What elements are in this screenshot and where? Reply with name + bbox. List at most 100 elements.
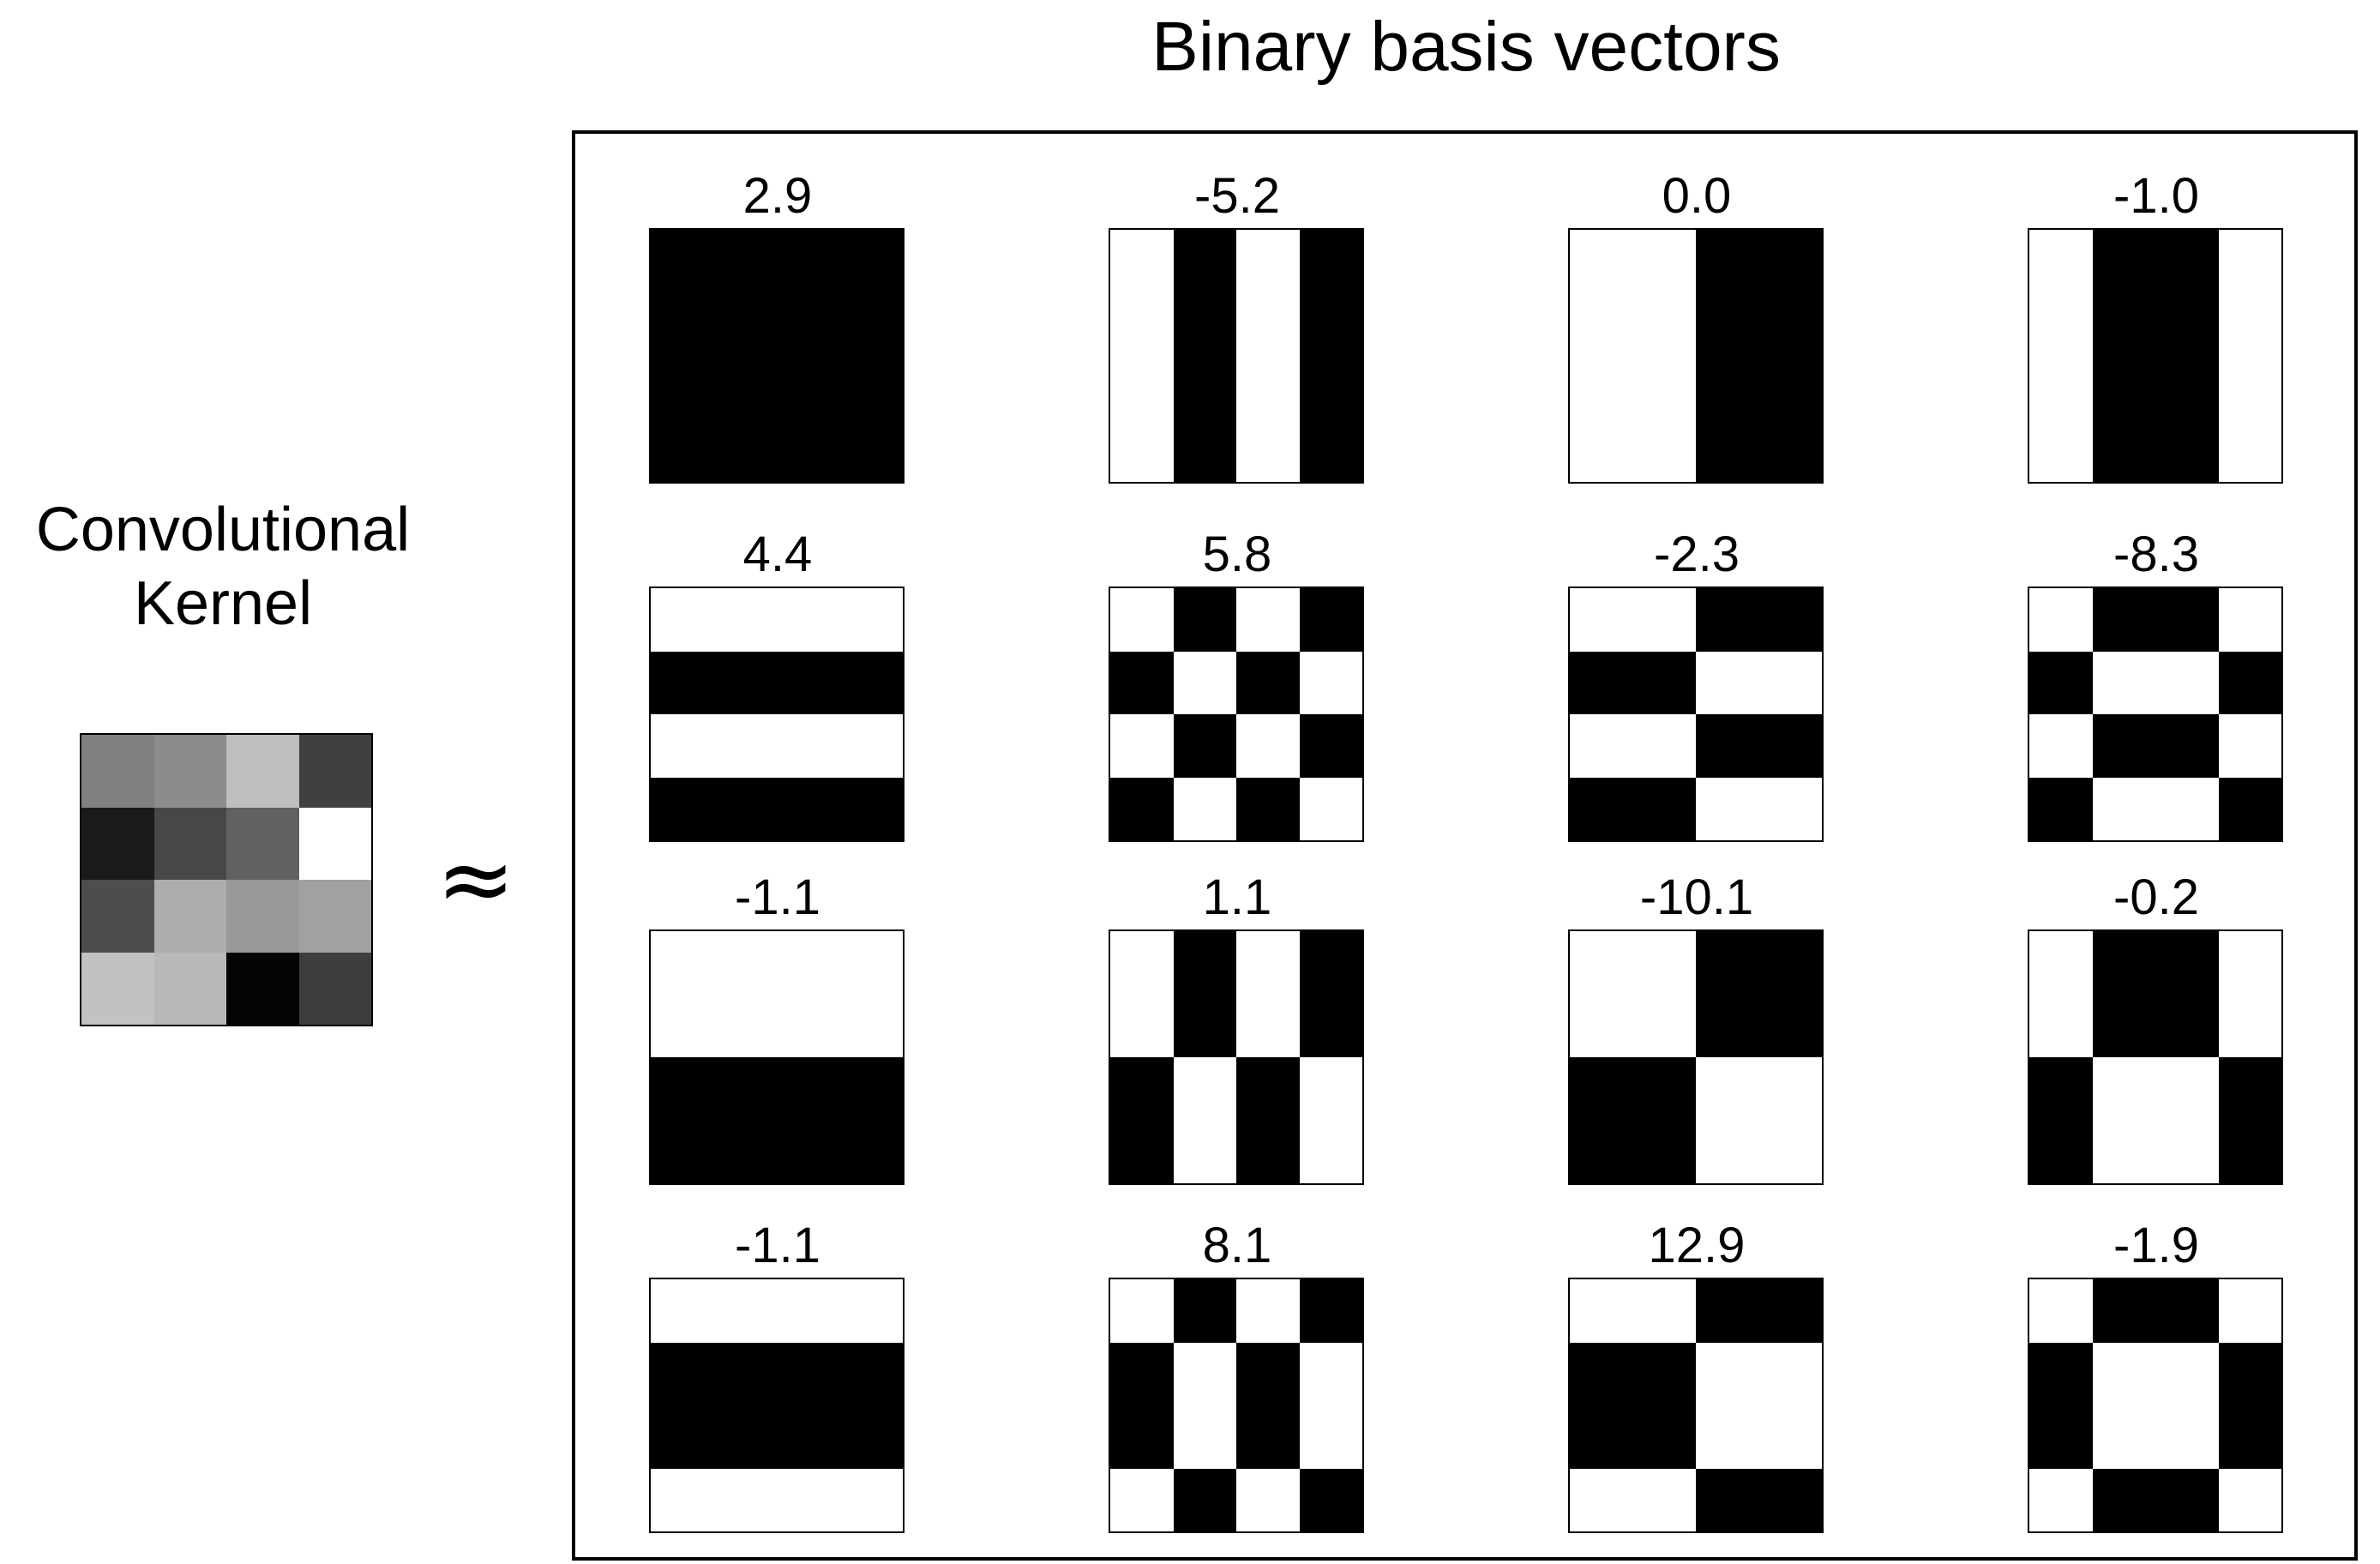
white-pixel [2218,1468,2281,1531]
black-pixel [2218,1057,2281,1121]
black-pixel [1299,994,1362,1057]
black-pixel [1696,292,1759,356]
black-pixel [777,292,840,356]
black-pixel [2092,1468,2155,1531]
white-pixel [2218,230,2281,293]
white-pixel [1758,777,1822,840]
white-pixel [1236,1279,1300,1343]
black-pixel [1299,931,1362,995]
black-pixel [777,418,840,482]
black-pixel [777,356,840,419]
basis-coefficient: -5.2 [1194,168,1280,224]
basis-coefficient: 12.9 [1648,1218,1746,1273]
white-pixel [1632,1279,1696,1343]
basis-vector: -10.1 [1568,868,1825,1185]
white-pixel [1173,651,1236,714]
basis-pattern [649,929,905,1185]
black-pixel [2029,651,2093,714]
white-pixel [1236,1468,1300,1531]
white-pixel [2029,356,2093,419]
white-pixel [1632,230,1696,293]
white-pixel [2218,714,2281,778]
white-pixel [1173,1120,1236,1183]
kernel-pixel [81,880,154,953]
black-pixel [1110,1120,1174,1183]
black-pixel [1570,1120,1633,1183]
white-pixel [1570,588,1633,652]
black-pixel [1236,651,1300,714]
black-pixel [2092,994,2155,1057]
white-pixel [1110,292,1174,356]
basis-vector: -8.3 [2028,525,2285,842]
black-pixel [1758,1468,1822,1531]
kernel-pixel [153,952,226,1025]
white-pixel [1632,1468,1696,1531]
basis-vector: -1.1 [649,1216,906,1533]
black-pixel [713,1405,777,1469]
basis-pattern [1109,929,1364,1185]
white-pixel [1696,651,1759,714]
basis-pattern [1568,929,1824,1185]
black-pixel [2218,1120,2281,1183]
black-pixel [1236,1120,1300,1183]
black-pixel [2218,1342,2281,1405]
black-pixel [1173,356,1236,419]
white-pixel [713,994,777,1057]
white-pixel [1570,356,1633,419]
kernel-pixel [298,952,371,1025]
white-pixel [777,1279,840,1343]
kernel-pixel [298,807,371,880]
white-pixel [1632,356,1696,419]
black-pixel [651,1342,714,1405]
white-pixel [1236,994,1300,1057]
white-pixel [1570,292,1633,356]
white-pixel [2155,1120,2219,1183]
black-pixel [2092,931,2155,995]
white-pixel [2092,1057,2155,1121]
white-pixel [839,1468,903,1531]
white-pixel [2092,651,2155,714]
black-pixel [1570,1405,1633,1469]
kernel-pixel [153,880,226,953]
white-pixel [1110,994,1174,1057]
white-pixel [1110,931,1174,995]
white-pixel [2218,418,2281,482]
black-pixel [651,777,714,840]
white-pixel [1236,356,1300,419]
black-pixel [777,777,840,840]
white-pixel [1758,1057,1822,1121]
black-pixel [713,777,777,840]
basis-pattern [649,1278,905,1533]
white-pixel [2029,994,2093,1057]
white-pixel [1173,1057,1236,1121]
white-pixel [1632,292,1696,356]
black-pixel [1758,588,1822,652]
basis-pattern [2028,586,2283,842]
basis-vector: 12.9 [1568,1216,1825,1533]
basis-coefficient: 4.4 [742,526,813,582]
white-pixel [1110,356,1174,419]
white-pixel [713,1468,777,1531]
black-pixel [2155,356,2219,419]
white-pixel [1236,931,1300,995]
white-pixel [2218,931,2281,995]
black-pixel [1632,1120,1696,1183]
black-pixel [1236,777,1300,840]
black-pixel [651,1405,714,1469]
black-pixel [1299,714,1362,778]
black-pixel [1173,418,1236,482]
black-pixel [839,418,903,482]
white-pixel [651,1279,714,1343]
black-pixel [1110,1342,1174,1405]
white-pixel [2029,714,2093,778]
basis-vector: -1.1 [649,868,906,1185]
basis-vector: -1.9 [2028,1216,2285,1533]
black-pixel [2155,714,2219,778]
black-pixel [2029,1342,2093,1405]
black-pixel [1570,777,1633,840]
white-pixel [1696,1405,1759,1469]
basis-coefficient: -1.0 [2113,168,2199,224]
black-pixel [2092,588,2155,652]
white-pixel [1570,1279,1633,1343]
white-pixel [1696,1057,1759,1121]
